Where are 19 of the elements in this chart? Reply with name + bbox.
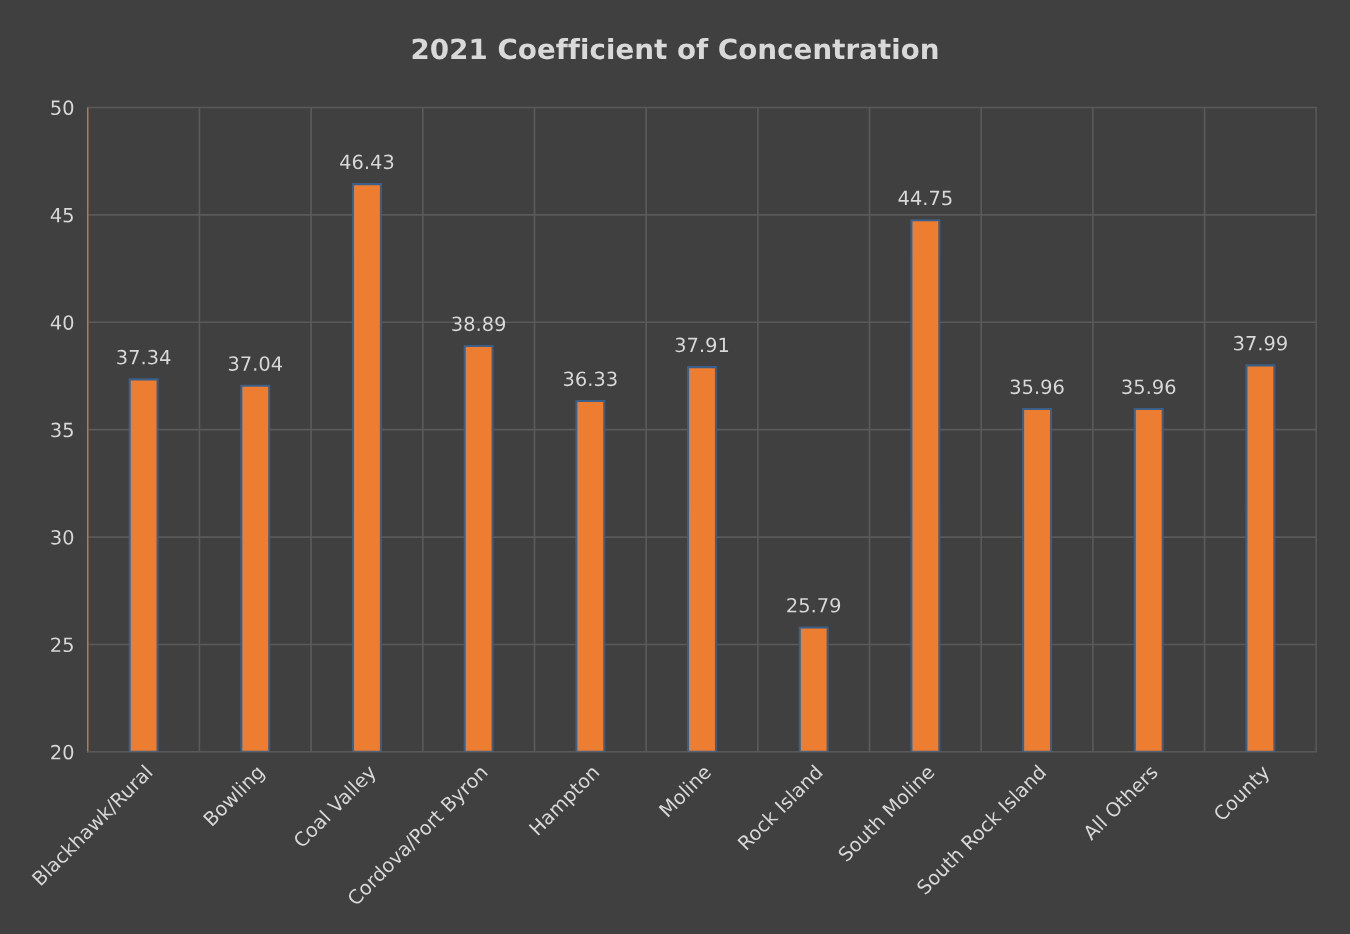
y-tick-label: 45 bbox=[50, 208, 73, 223]
data-label: 38.89 bbox=[452, 316, 506, 332]
y-tick-label: 40 bbox=[50, 315, 74, 330]
y-tick-label: 50 bbox=[51, 100, 74, 116]
data-label: 37.91 bbox=[675, 337, 729, 353]
data-label: 37.99 bbox=[1234, 335, 1287, 351]
data-label: 37.04 bbox=[228, 356, 283, 371]
y-tick-label: 35 bbox=[51, 422, 73, 438]
data-label: 25.79 bbox=[787, 597, 841, 613]
data-label: 37.34 bbox=[117, 349, 171, 365]
y-tick-label: 20 bbox=[51, 744, 74, 760]
data-label: 44.75 bbox=[898, 190, 952, 206]
y-tick-label: 30 bbox=[51, 530, 74, 545]
y-tick-label: 25 bbox=[51, 637, 73, 653]
data-label: 35.96 bbox=[1010, 379, 1064, 395]
data-label: 36.33 bbox=[563, 371, 617, 387]
data-label: 46.43 bbox=[340, 154, 394, 170]
data-label: 35.96 bbox=[1122, 379, 1176, 395]
chart-title: 2021 Coefficient of Concentration bbox=[412, 37, 938, 60]
